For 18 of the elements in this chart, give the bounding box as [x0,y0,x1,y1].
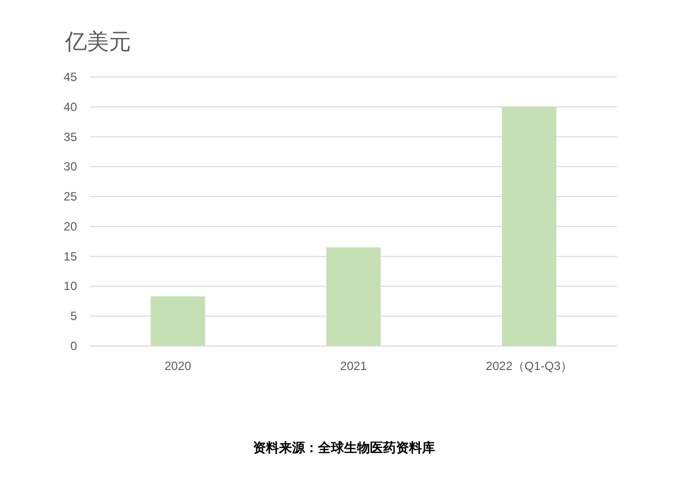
bar [502,106,556,346]
x-tick-label: 2021 [340,359,368,373]
y-tick-label: 30 [64,160,78,174]
chart-title: 亿美元 [64,29,131,54]
y-tick-label: 5 [70,309,78,324]
text: 资料来源：全球生物医药资料库 [253,440,435,455]
y-tick-label: 10 [64,279,78,294]
y-tick-label: 40 [64,100,78,114]
y-tick-label: 20 [64,219,78,234]
y-tick-label: 0 [70,339,78,353]
x-tick-label: 2020 [164,359,192,373]
bar [326,247,381,346]
y-tick-label: 15 [64,249,78,264]
y-tick-label: 45 [64,70,78,84]
y-tick-label: 35 [64,130,78,144]
x-tick-label: 2022（Q1-Q3） [486,359,573,373]
y-tick-label: 25 [64,190,78,204]
bar [150,296,206,346]
